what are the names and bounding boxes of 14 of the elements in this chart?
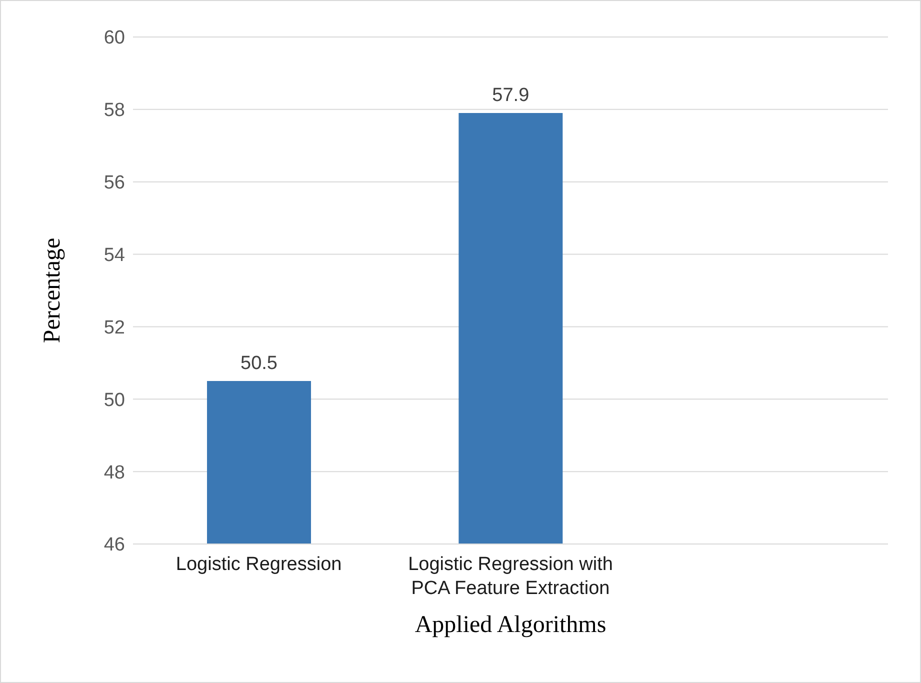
y-tick-label: 58 xyxy=(104,100,125,122)
x-tick-label: Logistic Regression with PCA Feature Extraction xyxy=(408,554,613,599)
data-label: 57.9 xyxy=(492,85,530,106)
y-tick-label: 46 xyxy=(104,534,125,556)
y-tick-label: 54 xyxy=(104,245,126,266)
y-tick-label: 56 xyxy=(104,172,125,194)
x-axis-title: Applied Algorithms xyxy=(414,612,606,638)
data-label: 50.5 xyxy=(240,353,278,374)
y-axis-title: Percentage xyxy=(40,238,66,344)
y-tick-label: 48 xyxy=(104,462,125,484)
y-tick-label: 52 xyxy=(104,317,125,338)
x-tick-label: Logistic Regression xyxy=(176,554,342,575)
y-tick-label: 60 xyxy=(104,28,125,49)
y-tick-label: 50 xyxy=(104,390,125,411)
